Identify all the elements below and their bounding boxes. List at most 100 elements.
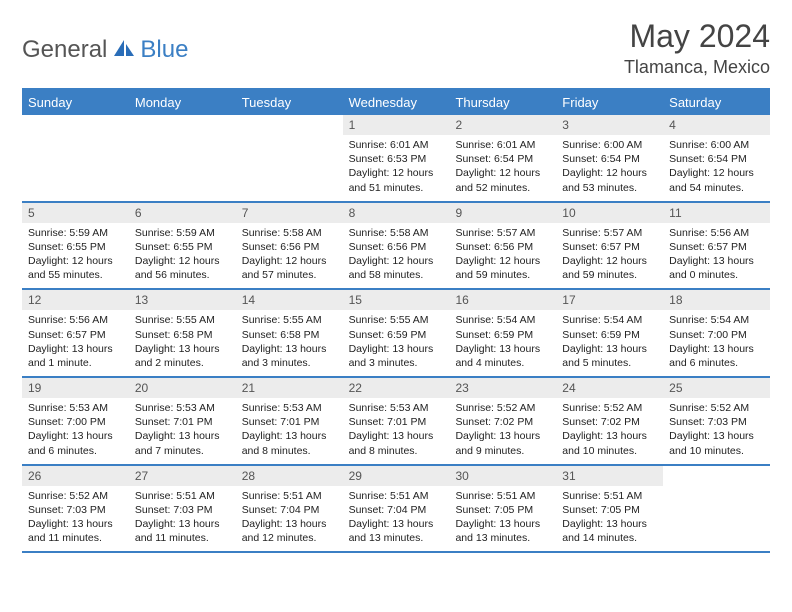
daylight-text: Daylight: 12 hours and 52 minutes.: [455, 166, 550, 194]
calendar-week: 19Sunrise: 5:53 AMSunset: 7:00 PMDayligh…: [22, 378, 770, 466]
daylight-text: Daylight: 13 hours and 6 minutes.: [28, 429, 123, 457]
sunrise-text: Sunrise: 6:00 AM: [669, 138, 764, 152]
calendar-date-number: 30: [449, 466, 556, 486]
sunrise-text: Sunrise: 5:52 AM: [455, 401, 550, 415]
daylight-text: Daylight: 12 hours and 59 minutes.: [455, 254, 550, 282]
calendar-date-number: 17: [556, 290, 663, 310]
calendar-date-number: 19: [22, 378, 129, 398]
daylight-text: Daylight: 13 hours and 10 minutes.: [669, 429, 764, 457]
calendar-cell-body: Sunrise: 5:53 AMSunset: 7:01 PMDaylight:…: [236, 398, 343, 464]
calendar-date-number: 23: [449, 378, 556, 398]
sunrise-text: Sunrise: 5:52 AM: [669, 401, 764, 415]
calendar-cell-body: Sunrise: 6:00 AMSunset: 6:54 PMDaylight:…: [663, 135, 770, 201]
header: General Blue May 2024 Tlamanca, Mexico: [22, 18, 770, 78]
calendar-week: 1Sunrise: 6:01 AMSunset: 6:53 PMDaylight…: [22, 115, 770, 203]
calendar-date-number: 11: [663, 203, 770, 223]
daylight-text: Daylight: 13 hours and 10 minutes.: [562, 429, 657, 457]
sunset-text: Sunset: 7:02 PM: [562, 415, 657, 429]
daylight-text: Daylight: 13 hours and 13 minutes.: [455, 517, 550, 545]
calendar-cell-body: Sunrise: 5:57 AMSunset: 6:57 PMDaylight:…: [556, 223, 663, 289]
calendar-cell: 10Sunrise: 5:57 AMSunset: 6:57 PMDayligh…: [556, 203, 663, 289]
calendar-cell-body: Sunrise: 5:54 AMSunset: 7:00 PMDaylight:…: [663, 310, 770, 376]
sunset-text: Sunset: 6:56 PM: [455, 240, 550, 254]
calendar-date-number: 12: [22, 290, 129, 310]
calendar-cell-body: Sunrise: 5:51 AMSunset: 7:04 PMDaylight:…: [343, 486, 450, 552]
day-header-monday: Monday: [129, 90, 236, 115]
calendar-cell-body: Sunrise: 5:51 AMSunset: 7:05 PMDaylight:…: [556, 486, 663, 552]
sunset-text: Sunset: 6:56 PM: [349, 240, 444, 254]
sunset-text: Sunset: 6:57 PM: [669, 240, 764, 254]
calendar-date-number: 15: [343, 290, 450, 310]
calendar-cell: 30Sunrise: 5:51 AMSunset: 7:05 PMDayligh…: [449, 466, 556, 552]
calendar-week: 12Sunrise: 5:56 AMSunset: 6:57 PMDayligh…: [22, 290, 770, 378]
calendar-cell-body: Sunrise: 5:51 AMSunset: 7:04 PMDaylight:…: [236, 486, 343, 552]
calendar-date-number: 26: [22, 466, 129, 486]
sunset-text: Sunset: 7:01 PM: [242, 415, 337, 429]
calendar-cell: 26Sunrise: 5:52 AMSunset: 7:03 PMDayligh…: [22, 466, 129, 552]
sunrise-text: Sunrise: 5:55 AM: [349, 313, 444, 327]
sunrise-text: Sunrise: 5:51 AM: [562, 489, 657, 503]
calendar-week: 26Sunrise: 5:52 AMSunset: 7:03 PMDayligh…: [22, 466, 770, 554]
calendar-cell: 11Sunrise: 5:56 AMSunset: 6:57 PMDayligh…: [663, 203, 770, 289]
calendar-cell-body: Sunrise: 5:52 AMSunset: 7:02 PMDaylight:…: [556, 398, 663, 464]
calendar-date-number: 18: [663, 290, 770, 310]
sunset-text: Sunset: 6:54 PM: [669, 152, 764, 166]
sunset-text: Sunset: 6:54 PM: [562, 152, 657, 166]
calendar-date-number: 27: [129, 466, 236, 486]
calendar-cell: 4Sunrise: 6:00 AMSunset: 6:54 PMDaylight…: [663, 115, 770, 201]
sunrise-text: Sunrise: 5:53 AM: [135, 401, 230, 415]
day-header-tuesday: Tuesday: [236, 90, 343, 115]
sunset-text: Sunset: 6:59 PM: [562, 328, 657, 342]
calendar-date-number: 25: [663, 378, 770, 398]
calendar-cell: 19Sunrise: 5:53 AMSunset: 7:00 PMDayligh…: [22, 378, 129, 464]
sunrise-text: Sunrise: 5:59 AM: [135, 226, 230, 240]
sunrise-text: Sunrise: 5:55 AM: [135, 313, 230, 327]
calendar-cell: 20Sunrise: 5:53 AMSunset: 7:01 PMDayligh…: [129, 378, 236, 464]
sunrise-text: Sunrise: 5:51 AM: [242, 489, 337, 503]
sunrise-text: Sunrise: 5:52 AM: [28, 489, 123, 503]
sunrise-text: Sunrise: 5:51 AM: [349, 489, 444, 503]
sunrise-text: Sunrise: 6:00 AM: [562, 138, 657, 152]
calendar-day-header: Sunday Monday Tuesday Wednesday Thursday…: [22, 90, 770, 115]
sunset-text: Sunset: 7:05 PM: [455, 503, 550, 517]
sunrise-text: Sunrise: 6:01 AM: [349, 138, 444, 152]
calendar-cell: 25Sunrise: 5:52 AMSunset: 7:03 PMDayligh…: [663, 378, 770, 464]
calendar-cell: 28Sunrise: 5:51 AMSunset: 7:04 PMDayligh…: [236, 466, 343, 552]
calendar-cell: [663, 466, 770, 552]
sunset-text: Sunset: 7:03 PM: [669, 415, 764, 429]
calendar-cell-body: Sunrise: 5:59 AMSunset: 6:55 PMDaylight:…: [22, 223, 129, 289]
daylight-text: Daylight: 13 hours and 14 minutes.: [562, 517, 657, 545]
page-title: May 2024: [624, 18, 770, 55]
calendar-cell: 17Sunrise: 5:54 AMSunset: 6:59 PMDayligh…: [556, 290, 663, 376]
sunrise-text: Sunrise: 5:55 AM: [242, 313, 337, 327]
calendar-cell: 18Sunrise: 5:54 AMSunset: 7:00 PMDayligh…: [663, 290, 770, 376]
calendar-cell-body: Sunrise: 5:52 AMSunset: 7:03 PMDaylight:…: [663, 398, 770, 464]
sunset-text: Sunset: 6:56 PM: [242, 240, 337, 254]
calendar-cell: 12Sunrise: 5:56 AMSunset: 6:57 PMDayligh…: [22, 290, 129, 376]
calendar-date-number: 24: [556, 378, 663, 398]
calendar-cell-body: Sunrise: 6:01 AMSunset: 6:54 PMDaylight:…: [449, 135, 556, 201]
calendar-cell: 22Sunrise: 5:53 AMSunset: 7:01 PMDayligh…: [343, 378, 450, 464]
calendar-cell: 23Sunrise: 5:52 AMSunset: 7:02 PMDayligh…: [449, 378, 556, 464]
daylight-text: Daylight: 13 hours and 3 minutes.: [242, 342, 337, 370]
calendar-cell-body: Sunrise: 5:55 AMSunset: 6:59 PMDaylight:…: [343, 310, 450, 376]
sunrise-text: Sunrise: 5:53 AM: [242, 401, 337, 415]
sunrise-text: Sunrise: 5:57 AM: [562, 226, 657, 240]
calendar-cell-body: Sunrise: 5:58 AMSunset: 6:56 PMDaylight:…: [236, 223, 343, 289]
calendar-cell-body: Sunrise: 5:56 AMSunset: 6:57 PMDaylight:…: [22, 310, 129, 376]
calendar-cell-body: Sunrise: 5:54 AMSunset: 6:59 PMDaylight:…: [449, 310, 556, 376]
calendar-date-number: 20: [129, 378, 236, 398]
calendar-date-number: 5: [22, 203, 129, 223]
calendar-cell: 27Sunrise: 5:51 AMSunset: 7:03 PMDayligh…: [129, 466, 236, 552]
calendar-cell: 2Sunrise: 6:01 AMSunset: 6:54 PMDaylight…: [449, 115, 556, 201]
calendar-date-number: 1: [343, 115, 450, 135]
daylight-text: Daylight: 12 hours and 56 minutes.: [135, 254, 230, 282]
daylight-text: Daylight: 13 hours and 13 minutes.: [349, 517, 444, 545]
calendar-cell-body: Sunrise: 5:58 AMSunset: 6:56 PMDaylight:…: [343, 223, 450, 289]
sunset-text: Sunset: 7:03 PM: [28, 503, 123, 517]
calendar-date-number: 2: [449, 115, 556, 135]
sunset-text: Sunset: 7:01 PM: [135, 415, 230, 429]
calendar-cell: [129, 115, 236, 201]
sunset-text: Sunset: 7:03 PM: [135, 503, 230, 517]
daylight-text: Daylight: 13 hours and 1 minute.: [28, 342, 123, 370]
